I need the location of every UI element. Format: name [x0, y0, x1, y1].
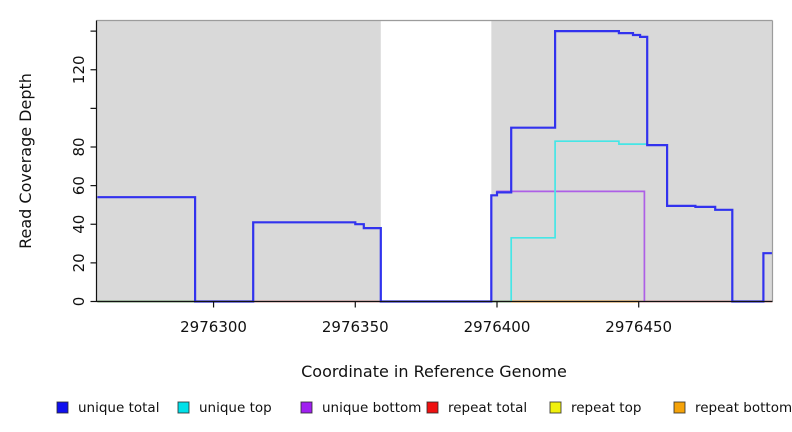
y-tick-label: 40: [70, 215, 88, 234]
legend-swatch: [673, 401, 686, 414]
y-tick-label: 0: [70, 297, 88, 307]
legend-item-repeat-total: repeat total: [426, 400, 527, 416]
legend-label: repeat total: [448, 400, 527, 416]
axes-layer: 2976300 2976350 2976400 2976450 0 20 40 60 80 120: [70, 19, 774, 336]
x-tick-label: 2976400: [464, 318, 531, 336]
legend-label: unique total: [78, 400, 159, 416]
plot-background-layer: [96, 20, 773, 302]
legend-label: unique top: [199, 400, 272, 416]
legend-item-repeat-top: repeat top: [549, 400, 641, 416]
legend-item-unique-top: unique top: [177, 400, 272, 416]
legend-item-unique-total: unique total: [56, 400, 159, 416]
legend-label: unique bottom: [322, 400, 421, 416]
legend-item-repeat-bottom: repeat bottom: [673, 400, 792, 416]
legend-swatch: [549, 401, 562, 414]
y-axis-title: Read Coverage Depth: [16, 73, 35, 249]
x-tick-label: 2976300: [180, 318, 247, 336]
x-axis-title: Coordinate in Reference Genome: [301, 362, 567, 381]
x-tick-label: 2976450: [605, 318, 672, 336]
y-tick-label: 120: [70, 55, 88, 84]
legend-label: repeat bottom: [695, 400, 792, 416]
legend-label: repeat top: [571, 400, 641, 416]
series-line-unique-total: [97, 30, 773, 303]
legend-swatch: [300, 401, 313, 414]
legend-swatch: [56, 401, 69, 414]
y-tick-label: 20: [70, 253, 88, 272]
y-tick-label: 60: [70, 176, 88, 195]
x-tick-label: 2976350: [322, 318, 389, 336]
y-tick-label: 80: [70, 137, 88, 156]
legend-item-unique-bottom: unique bottom: [300, 400, 421, 416]
legend-swatch: [177, 401, 190, 414]
legend: unique total unique top unique bottom repea…: [56, 400, 792, 416]
legend-swatch: [426, 401, 439, 414]
masked-gap-region: [380, 21, 492, 302]
